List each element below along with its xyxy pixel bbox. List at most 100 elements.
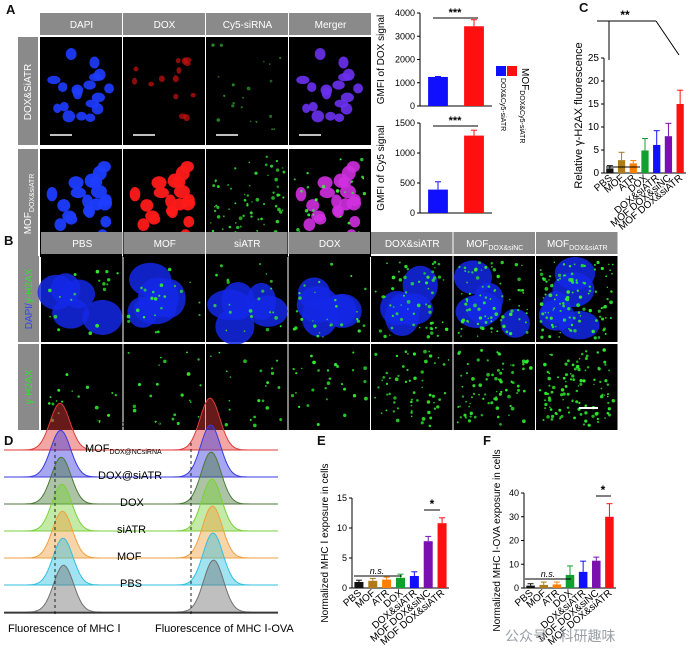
gamma-h2ax-foci [393,401,396,404]
gamma-h2ax-foci [499,371,503,375]
gamma-h2ax-foci [277,386,281,389]
column-header: DAPI [70,20,93,31]
gamma-h2ax-foci [525,359,529,363]
gamma-h2ax-foci [266,381,269,385]
sirna-dot [235,222,237,224]
gamma-h2ax-foci [516,391,519,395]
panel-letter-c: C [579,0,589,15]
gamma-h2ax-foci [502,368,504,371]
gamma-h2ax-foci [604,332,607,335]
gamma-h2ax-foci [509,404,512,408]
gamma-h2ax-foci [550,323,554,327]
gamma-h2ax-foci [603,305,607,309]
gamma-h2ax-foci [569,328,572,332]
sirna-dot [216,215,221,219]
merge-blob [308,101,318,112]
gamma-h2ax-foci [490,261,494,265]
gamma-h2ax-foci [431,278,435,282]
gamma-h2ax-foci [392,410,395,413]
gamma-h2ax-foci [559,393,564,397]
gamma-h2ax-foci [521,359,526,364]
gamma-h2ax-foci [568,264,572,268]
gamma-h2ax-foci [564,373,569,377]
y-tick-label: 15 [337,493,347,503]
sirna-dot [231,83,235,87]
gamma-h2ax-foci [383,334,387,339]
gamma-h2ax-foci [508,298,511,301]
gamma-h2ax-foci [553,261,556,264]
gamma-h2ax-foci [57,388,61,392]
merge-dot [307,213,311,217]
y-tick-label: 10 [509,559,519,569]
nucleus-blob [90,184,107,199]
gamma-h2ax-foci [381,379,384,382]
merge-dot [306,185,310,189]
gamma-h2ax-foci [609,317,612,320]
column-header: DOX&siATR [385,239,440,250]
dox-blob [167,205,178,218]
gamma-h2ax-foci [487,317,489,320]
gamma-h2ax-foci [606,286,609,289]
sirna-dot [281,209,284,211]
gamma-h2ax-foci [312,320,314,322]
sirna-dot [267,174,269,177]
gamma-h2ax-foci [253,415,256,419]
gamma-h2ax-foci [427,304,432,309]
dox-blob [172,75,179,83]
nucleus-blob [54,218,67,232]
sirna-dot [254,171,258,175]
y-tick-label: 0 [514,583,519,593]
gamma-h2ax-foci [143,288,147,292]
gamma-h2ax-foci [518,318,521,321]
gamma-h2ax-foci [469,402,471,405]
merge-dot [339,158,342,161]
gamma-h2ax-foci [484,315,487,318]
column-header: PBS [72,239,92,250]
bar [395,577,406,588]
nucleus-blob [402,265,438,305]
gamma-h2ax-foci [270,371,275,375]
gamma-h2ax-foci [410,411,413,414]
gamma-h2ax-foci [603,394,606,396]
row-header: DOX&SiATR [23,64,34,121]
gamma-h2ax-foci [577,311,581,314]
sirna-dot [260,217,263,221]
gamma-h2ax-foci [265,327,270,332]
gamma-h2ax-foci [107,278,111,282]
gamma-h2ax-foci [380,412,383,414]
y-tick-label: 0 [410,208,415,218]
gamma-h2ax-foci [401,365,405,368]
gamma-h2ax-foci [107,413,111,417]
gamma-h2ax-foci [189,401,192,403]
gamma-h2ax-foci [600,266,604,271]
gamma-h2ax-foci [505,388,508,392]
y-axis-label-group: GMFI of Cy5 signal [376,125,387,211]
gamma-h2ax-foci [428,424,432,428]
sirna-dot [227,184,229,186]
histogram-trace [4,559,278,613]
gamma-h2ax-foci [420,421,424,425]
track-label: PBS [120,578,142,590]
sirna-dot [216,205,220,209]
gamma-h2ax-foci [463,413,467,417]
track-label-main: DOX [120,497,145,509]
gamma-h2ax-foci [599,394,604,399]
gamma-h2ax-foci [325,398,328,401]
gamma-h2ax-foci [597,336,601,339]
gamma-h2ax-foci [425,326,428,329]
gamma-h2ax-foci [65,373,69,377]
gamma-h2ax-foci [243,330,246,332]
gamma-h2ax-foci [431,270,435,274]
gamma-h2ax-foci [490,327,493,330]
gamma-h2ax-foci [457,405,460,409]
gamma-h2ax-foci [390,326,394,330]
gamma-h2ax-foci [608,369,611,372]
merge-dot [360,157,364,162]
row-header-label: DAPI/γ-H2AX [24,268,35,329]
gamma-h2ax-foci [433,402,435,404]
gamma-h2ax-foci [607,401,610,405]
column-header-bg [41,232,123,254]
gamma-h2ax-foci [132,404,137,409]
gamma-h2ax-foci [593,336,597,340]
gamma-h2ax-foci [156,330,160,334]
